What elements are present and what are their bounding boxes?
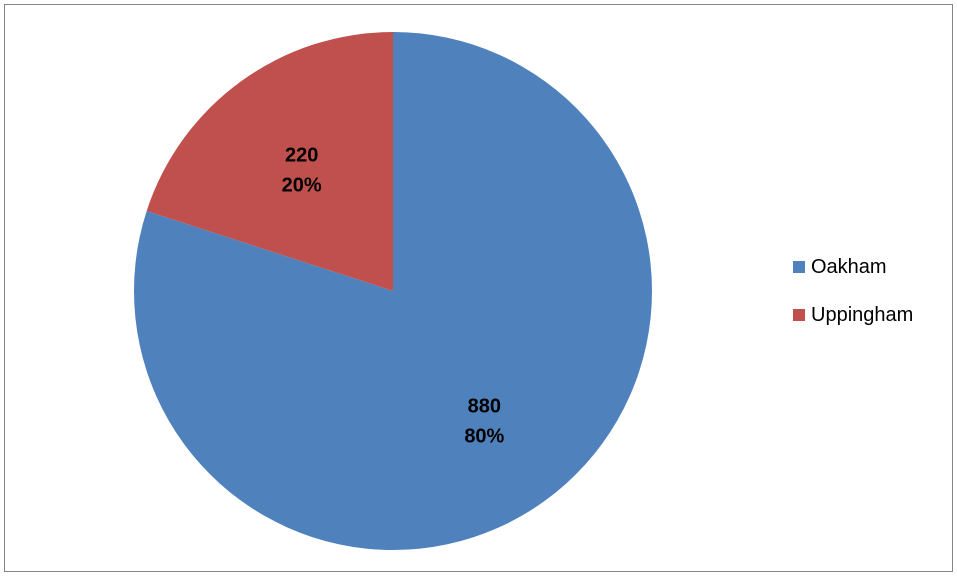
data-label-percent-uppingham: 20% (282, 174, 322, 196)
data-label-value-uppingham: 220 (285, 144, 318, 166)
legend-swatch-uppingham (793, 309, 805, 321)
legend: Oakham Uppingham (793, 255, 913, 351)
legend-item-uppingham[interactable]: Uppingham (793, 303, 913, 327)
pie-slice-uppingham[interactable] (146, 32, 393, 291)
legend-swatch-oakham (793, 261, 805, 273)
pie-slice-oakham[interactable] (134, 32, 653, 550)
legend-label-oakham: Oakham (811, 256, 887, 278)
pie-data-labels: 880 80% 220 20% (282, 144, 505, 447)
data-label-value-oakham: 880 (468, 396, 501, 418)
legend-item-oakham[interactable]: Oakham (793, 255, 913, 279)
legend-label-uppingham: Uppingham (811, 304, 914, 326)
data-label-percent-oakham: 80% (464, 426, 504, 448)
pie-slices (134, 32, 653, 550)
